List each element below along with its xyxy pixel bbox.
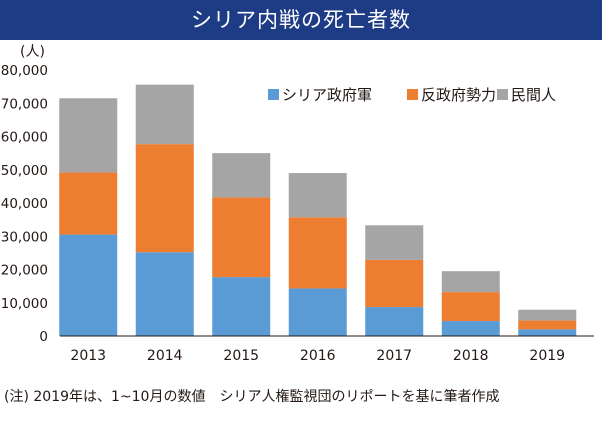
footnote: (注) 2019年は、1~10月の数値 シリア人権監視団のリポートを基に筆者作成: [4, 389, 500, 405]
y-tick-label: 70,000: [1, 96, 48, 112]
y-tick-label: 60,000: [1, 130, 48, 146]
legend-label: 反政府勢力: [421, 86, 496, 104]
bar-segment-government: [135, 252, 194, 336]
legend-label: 民間人: [511, 86, 556, 104]
x-tick-label: 2015: [223, 348, 259, 364]
y-tick-label: 40,000: [1, 196, 48, 212]
y-axis-unit-label: (人): [20, 44, 45, 60]
y-tick-label: 30,000: [1, 229, 48, 245]
bar-segment-government: [212, 277, 271, 336]
bar-segment-civilians: [441, 271, 500, 293]
bar-segment-opposition: [135, 144, 194, 253]
legend-swatch: [268, 89, 279, 100]
chart-title: シリア内戦の死亡者数: [0, 0, 602, 40]
y-tick-label: 0: [39, 329, 48, 345]
x-tick-label: 2018: [453, 348, 489, 364]
bar-segment-civilians: [518, 309, 577, 321]
x-tick-label: 2017: [376, 348, 412, 364]
y-tick-label: 50,000: [1, 163, 48, 179]
bar-segment-civilians: [212, 153, 271, 198]
bar-segment-government: [365, 307, 424, 336]
x-tick-label: 2016: [300, 348, 336, 364]
bar-segment-civilians: [59, 98, 118, 173]
bar-segment-opposition: [365, 259, 424, 308]
bar-segment-government: [518, 329, 577, 336]
bar-segment-government: [288, 288, 347, 336]
bar-segment-opposition: [518, 320, 577, 330]
legend-swatch: [497, 89, 508, 100]
bar-segment-opposition: [288, 217, 347, 289]
bar-segment-civilians: [135, 84, 194, 145]
bar-segment-government: [441, 321, 500, 336]
legend-swatch: [407, 89, 418, 100]
y-tick-label: 80,000: [1, 63, 48, 79]
bar-segment-opposition: [212, 197, 271, 278]
stacked-bar-chart: (人) 0 10,000 20,000 30,000 40,000 50,000 60,000…: [1, 44, 594, 364]
bar-segment-opposition: [441, 292, 500, 322]
bar-segment-civilians: [365, 225, 424, 260]
y-tick-label: 20,000: [1, 263, 48, 279]
x-tick-label: 2014: [147, 348, 183, 364]
x-tick-label: 2013: [70, 348, 106, 364]
y-tick-label: 10,000: [1, 296, 48, 312]
bar-segment-civilians: [288, 173, 347, 218]
x-tick-label: 2019: [529, 348, 565, 364]
legend-label: シリア政府軍: [282, 86, 372, 104]
bar-segment-government: [59, 234, 118, 336]
bar-segment-opposition: [59, 172, 118, 235]
